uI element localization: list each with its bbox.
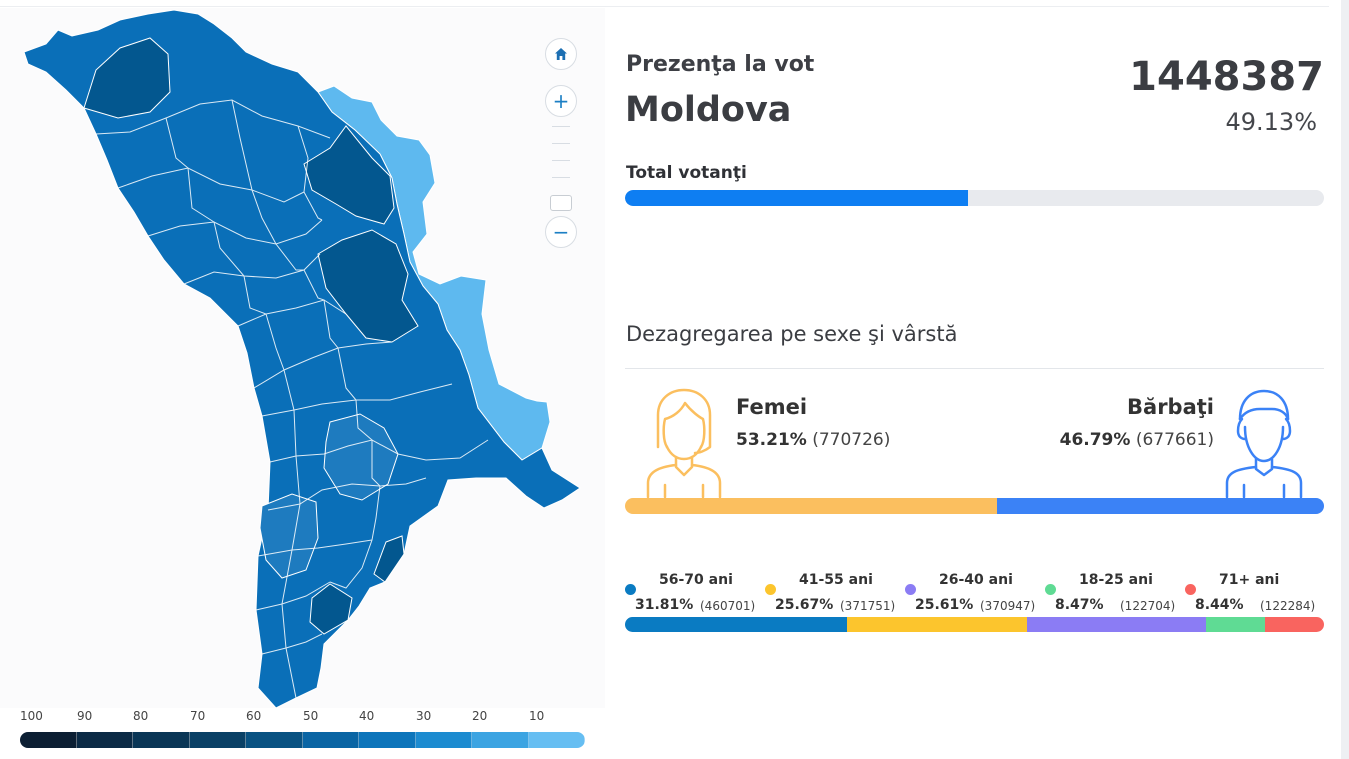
zoom-home-button[interactable] — [545, 38, 577, 70]
age-label: 56-70 ani — [659, 572, 733, 588]
turnout-count: 1448387 — [1129, 54, 1324, 100]
man-icon — [1225, 389, 1303, 499]
legend-label: 30 — [416, 709, 432, 723]
zoom-out-button[interactable]: − — [545, 216, 577, 248]
map-region-south-light[interactable] — [259, 493, 319, 579]
age-dot — [905, 584, 916, 595]
map-region-north-dark[interactable] — [83, 37, 171, 119]
legend-swatch — [472, 732, 529, 748]
age-label: 26-40 ani — [939, 572, 1013, 588]
zoom-out-icon: − — [552, 220, 570, 244]
male-stats: 46.79% (677661) — [1060, 430, 1214, 450]
zoom-slider-tick — [552, 143, 570, 144]
age-group-41-55: 41-55 ani 25.67% (371751) — [765, 572, 905, 616]
zoom-slider-tick — [552, 177, 570, 178]
gender-bar-female — [625, 498, 997, 514]
legend-swatch — [133, 732, 190, 748]
legend-swatch — [528, 732, 585, 748]
age-bar-segment — [1026, 617, 1206, 632]
age-count: (460701) — [700, 599, 756, 613]
age-group-56-70: 56-70 ani 31.81% (460701) — [625, 572, 765, 616]
legend-label: 40 — [359, 709, 375, 723]
age-count: (122704) — [1120, 599, 1176, 613]
male-percent: 46.79% — [1059, 430, 1131, 450]
map-region-northeast-dark[interactable] — [303, 125, 395, 225]
legend-swatch — [359, 732, 416, 748]
legend-label: 60 — [246, 709, 262, 723]
map-region-mainland[interactable] — [23, 9, 581, 708]
age-group-71-plus: 71+ ani 8.44% (122284) — [1185, 572, 1325, 616]
male-count: (677661) — [1135, 430, 1214, 450]
age-bar-segment — [1264, 617, 1324, 632]
legend-swatch — [246, 732, 303, 748]
female-count: (770726) — [812, 430, 891, 450]
age-percent: 25.61% — [915, 597, 974, 613]
age-percent: 8.44% — [1195, 597, 1244, 613]
age-percent: 31.81% — [635, 597, 694, 613]
woman-icon — [646, 388, 722, 499]
legend-swatch — [189, 732, 246, 748]
gender-bar — [625, 498, 1324, 514]
legend-swatch — [20, 732, 77, 748]
legend-label: 70 — [190, 709, 206, 723]
age-bar-segment — [1205, 617, 1265, 632]
total-voters-bar-fill — [625, 190, 969, 206]
map-region-center-light[interactable] — [323, 413, 399, 501]
total-voters-bar — [625, 190, 1324, 206]
age-count: (370947) — [980, 599, 1036, 613]
region-name: Moldova — [625, 90, 792, 130]
legend-label: 90 — [77, 709, 93, 723]
age-dot — [765, 584, 776, 595]
turnout-percent: 49.13% — [1225, 108, 1317, 136]
home-icon — [555, 48, 567, 60]
map-region-southeast-dark[interactable] — [373, 535, 405, 583]
breakdown-divider — [625, 368, 1324, 369]
zoom-slider-tick — [552, 160, 570, 161]
map-region-south-dark[interactable] — [309, 583, 353, 635]
age-group-18-25: 18-25 ani 8.47% (122704) — [1045, 572, 1185, 616]
age-label: 41-55 ani — [799, 572, 873, 588]
age-bar-segment — [847, 617, 1027, 632]
age-dot — [1045, 584, 1056, 595]
zoom-slider-tick — [552, 126, 570, 127]
female-percent: 53.21% — [736, 430, 807, 450]
age-count: (122284) — [1260, 599, 1316, 613]
age-bar-segment — [625, 617, 848, 632]
zoom-in-icon: + — [552, 89, 570, 113]
age-count: (371751) — [840, 599, 896, 613]
female-label: Femei — [736, 395, 808, 419]
zoom-slider-handle[interactable] — [550, 195, 572, 211]
legend-swatch — [302, 732, 359, 748]
map-region-center-dark[interactable] — [317, 229, 419, 343]
age-dot — [625, 584, 636, 595]
zoom-slider[interactable] — [550, 126, 572, 214]
age-percent: 25.67% — [775, 597, 834, 613]
top-divider — [0, 6, 1329, 7]
male-label: Bărbaţi — [1127, 395, 1214, 419]
age-label: 71+ ani — [1219, 572, 1280, 588]
map-legend-bar — [20, 732, 585, 748]
turnout-label: Prezenţa la vot — [626, 52, 815, 77]
map-district-borders — [95, 99, 489, 699]
age-group-26-40: 26-40 ani 25.61% (370947) — [905, 572, 1045, 616]
total-voters-label: Total votanţi — [626, 163, 747, 183]
breakdown-title: Dezagregarea pe sexe şi vârstă — [626, 322, 958, 346]
gender-bar-male — [996, 498, 1324, 514]
moldova-map[interactable] — [0, 8, 605, 708]
age-bar — [625, 617, 1324, 632]
legend-label: 100 — [20, 709, 43, 723]
legend-swatch — [415, 732, 472, 748]
legend-label: 10 — [529, 709, 545, 723]
legend-swatch — [76, 732, 133, 748]
legend-label: 20 — [472, 709, 488, 723]
age-dot — [1185, 584, 1196, 595]
map-legend-labels: 100 90 80 70 60 50 40 30 20 10 — [20, 709, 585, 727]
legend-label: 80 — [133, 709, 149, 723]
age-percent: 8.47% — [1055, 597, 1104, 613]
zoom-in-button[interactable]: + — [545, 85, 577, 117]
legend-label: 50 — [303, 709, 319, 723]
female-stats: 53.21% (770726) — [736, 430, 890, 450]
scrollbar-strip — [1341, 0, 1349, 759]
age-label: 18-25 ani — [1079, 572, 1153, 588]
